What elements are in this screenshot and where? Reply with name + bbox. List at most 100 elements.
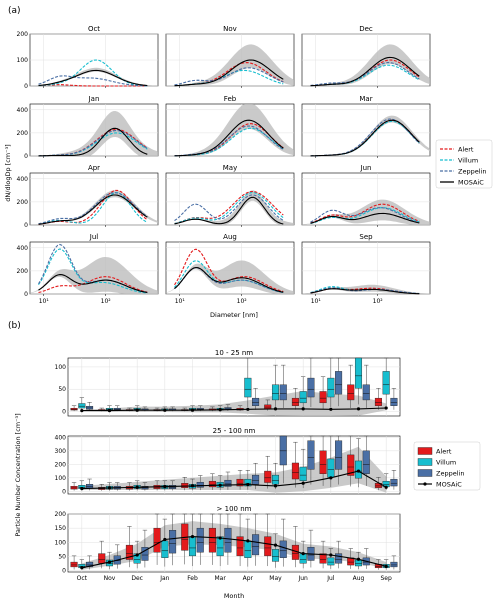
mosaic-curve xyxy=(310,212,420,224)
legend-entry-villum: Villum xyxy=(458,157,478,165)
box-villum xyxy=(271,474,280,485)
box-alert xyxy=(208,527,216,553)
legend-swatch-marker xyxy=(423,482,427,486)
mosaic-curve xyxy=(174,266,284,293)
x-tick-label: Aug xyxy=(353,575,365,582)
y-tick-label: 100 xyxy=(55,475,67,482)
box-alert xyxy=(319,553,327,564)
x-tick-label: 10² xyxy=(101,298,112,305)
box-panel-3: 0 50 100 150 200 Oct Nov Dec Jan Feb Mar Apr May Jun J… xyxy=(55,505,401,582)
mosaic-point xyxy=(80,409,84,413)
alert-curve xyxy=(38,276,148,294)
x-tick-label: Feb xyxy=(187,575,198,582)
size-dist-panel-jul: 0 200 400 10¹ 10² Jul xyxy=(17,233,159,305)
box-villum xyxy=(161,540,169,558)
plot-frame xyxy=(29,172,159,226)
x-tick-label: Sep xyxy=(381,575,393,582)
y-tick-label: 200 xyxy=(17,199,29,206)
panel-title: Feb xyxy=(224,95,237,103)
mosaic-range-band xyxy=(166,260,294,294)
mosaic-point xyxy=(384,406,388,410)
y-tick-label: 50 xyxy=(58,553,66,560)
y-tick-label: 50 xyxy=(58,386,66,393)
y-tick-label: 100 xyxy=(55,539,67,546)
y-tick-label: 150 xyxy=(55,525,67,532)
box-zeppelin xyxy=(362,384,370,401)
box-alert xyxy=(125,544,133,560)
box-zeppelin xyxy=(279,384,287,401)
box-alert xyxy=(264,404,272,409)
x-tick-label: 10² xyxy=(373,298,384,305)
zeppelin-curve xyxy=(310,207,420,224)
x-tick-label: Jan xyxy=(159,575,169,582)
mosaic-point xyxy=(329,407,333,411)
mosaic-point xyxy=(329,476,333,480)
panel-title: 25 - 100 nm xyxy=(213,427,256,435)
box-zeppelin xyxy=(390,561,398,568)
mosaic-point xyxy=(163,408,167,412)
mosaic-point xyxy=(135,485,139,489)
box-zeppelin xyxy=(141,547,149,561)
box-alert xyxy=(347,384,355,401)
mosaic-point xyxy=(273,484,278,488)
mosaic-range-band xyxy=(302,44,430,86)
box-alert xyxy=(291,462,299,480)
box-zeppelin xyxy=(335,440,343,470)
mosaic-point xyxy=(135,553,139,557)
y-tick-label: 0 xyxy=(24,83,28,90)
mosaic-point xyxy=(190,408,195,412)
x-tick-label: Oct xyxy=(77,575,88,582)
box-zeppelin xyxy=(196,527,204,553)
mosaic-point xyxy=(273,407,278,411)
legend-swatch xyxy=(417,458,433,466)
legend-entry-zeppelin: Zeppelin xyxy=(436,470,464,478)
mosaic-curve xyxy=(38,127,148,157)
box-villum xyxy=(188,536,197,557)
box-alert xyxy=(236,536,244,557)
size-dist-panel-may: May xyxy=(165,164,295,227)
box-zeppelin xyxy=(307,440,315,470)
mosaic-point xyxy=(80,566,84,570)
box-villum xyxy=(271,384,280,401)
mosaic-point xyxy=(80,487,84,491)
zeppelin-curve xyxy=(174,194,284,222)
legend-b: Alert Villum Zeppelin MOSAiC xyxy=(413,441,481,491)
legend-entry-mosaic: MOSAiC xyxy=(458,179,484,187)
box-alert xyxy=(291,397,299,406)
size-dist-panel-sep: 10¹ 10² Sep xyxy=(301,233,431,305)
box-alert xyxy=(264,470,272,483)
box-zeppelin xyxy=(252,397,260,406)
mosaic-point xyxy=(246,539,250,543)
y-tick-label: 0 xyxy=(62,568,66,575)
mosaic-curve xyxy=(38,194,148,225)
box-alert xyxy=(374,397,382,406)
zeppelin-curve xyxy=(38,75,148,87)
mosaic-point xyxy=(301,481,305,485)
y-tick-label: 200 xyxy=(55,511,67,518)
mosaic-curve xyxy=(174,119,284,157)
box-zeppelin xyxy=(279,540,287,558)
panel-title: Sep xyxy=(359,233,373,241)
legend-swatch xyxy=(417,447,433,455)
y-tick-label: 0 xyxy=(24,153,28,160)
box-alert xyxy=(98,553,106,564)
y-tick-label: 200 xyxy=(17,130,29,137)
alert-curve xyxy=(310,203,420,224)
box-villum xyxy=(354,559,363,567)
panel-title: Mar xyxy=(359,95,372,103)
box-zeppelin xyxy=(390,478,398,487)
panel-title: May xyxy=(223,164,237,172)
x-tick-label: 10¹ xyxy=(311,298,322,305)
size-dist-panel-aug: 10¹ 10² Aug xyxy=(165,233,295,305)
x-axis-label-b: Month xyxy=(224,592,244,600)
box-alert xyxy=(347,454,355,476)
y-tick-label: 200 xyxy=(55,461,67,468)
box-zeppelin xyxy=(86,405,94,410)
y-tick-label: 0 xyxy=(24,291,28,298)
box-zeppelin xyxy=(224,527,232,553)
legend-entry-mosaic: MOSAiC xyxy=(436,481,462,489)
x-tick-label: May xyxy=(269,575,282,582)
mosaic-curve xyxy=(174,59,284,87)
x-tick-label: 10¹ xyxy=(39,298,50,305)
mosaic-point xyxy=(301,552,305,556)
